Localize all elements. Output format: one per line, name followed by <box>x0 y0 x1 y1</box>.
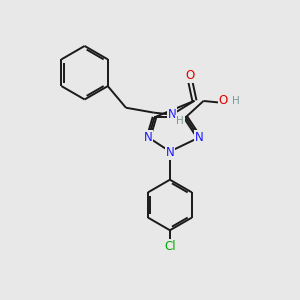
Text: N: N <box>166 146 174 159</box>
Text: O: O <box>185 69 195 82</box>
Text: Cl: Cl <box>164 239 176 253</box>
Text: H: H <box>232 96 240 106</box>
Text: H: H <box>176 116 184 126</box>
Text: N: N <box>168 108 176 121</box>
Text: N: N <box>195 131 204 144</box>
Text: N: N <box>143 131 152 144</box>
Text: O: O <box>219 94 228 107</box>
